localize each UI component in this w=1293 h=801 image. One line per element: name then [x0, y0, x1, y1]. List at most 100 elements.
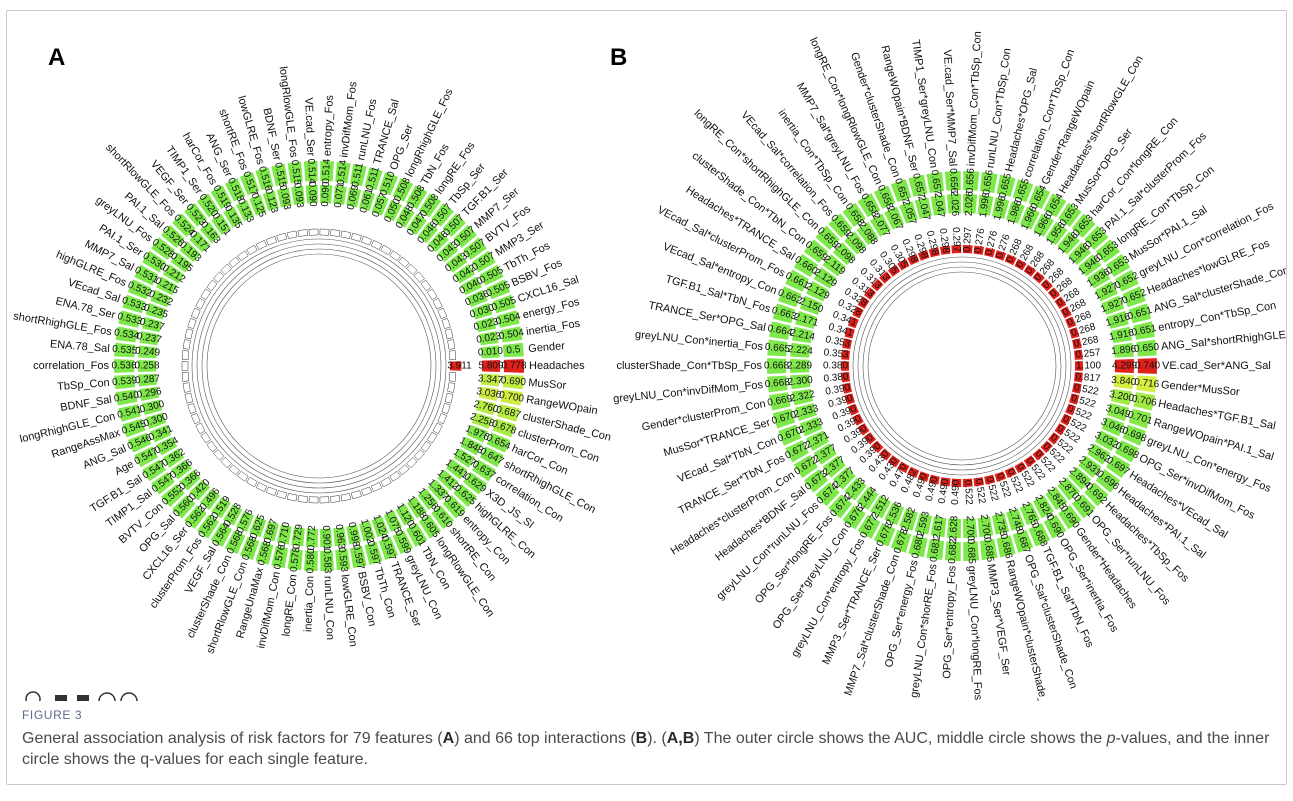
p-value-cell: [417, 222, 439, 244]
auc-label: 0.669: [767, 393, 794, 409]
auc-label: 0.514: [321, 158, 333, 184]
q-value-bar: [844, 327, 855, 339]
q-value-cell: [228, 256, 240, 268]
auc-cell: [1084, 482, 1109, 507]
auc-cell: [161, 484, 185, 507]
auc-label: 0.5: [506, 344, 521, 356]
auc-cell: [142, 250, 167, 273]
q-value-cell: [220, 263, 232, 275]
p-value-cell: [914, 197, 932, 219]
q-value-cell: [181, 350, 190, 361]
q-value-cell: [432, 297, 443, 310]
caption-segment: General association analysis of risk fac…: [22, 730, 443, 747]
auc-cell: [115, 389, 138, 406]
q-value-bar: [863, 432, 877, 445]
q-value-label: 0.297: [962, 226, 974, 252]
auc-label: 0.668: [764, 377, 790, 390]
q-value-cell: [444, 328, 454, 340]
auc-cell: [1043, 193, 1067, 218]
auc-cell: [453, 484, 477, 507]
q-value-cell: [237, 250, 249, 262]
q-value-cell: [441, 317, 451, 329]
q-value-bar: [1054, 423, 1067, 436]
p-value-cell: [806, 430, 829, 451]
p-value-cell: [790, 374, 811, 390]
q-value-cell: [380, 244, 392, 256]
feature-label: Gender: [528, 340, 566, 355]
q-value-cell: [448, 371, 457, 382]
q-ring-outline: [196, 243, 442, 489]
q-value-bar: [852, 306, 864, 319]
figure-area: 3.911 5.809 0.778 Headaches 3.347 0.690 MusSor…: [7, 11, 1286, 701]
q-value-bar: [852, 413, 864, 426]
auc-cell: [184, 202, 207, 227]
auc-cell: [320, 161, 335, 182]
auc-cell: [963, 171, 980, 191]
auc-label: 0.650: [1134, 342, 1160, 355]
p-value-cell: [333, 185, 347, 205]
q-value-bar: [871, 440, 884, 453]
auc-cell: [255, 541, 274, 565]
q-value-bar: [907, 466, 920, 479]
p-value-cell: [480, 345, 500, 359]
q-value-label: 0.390: [824, 382, 851, 398]
q-value-bar: [1047, 287, 1061, 300]
p-value-cell: [453, 448, 476, 468]
q-value-label: 3.911: [447, 361, 472, 372]
p-value-cell: [1078, 254, 1102, 277]
p-value-label: 3.840: [1111, 375, 1137, 388]
q-value-bar: [1014, 461, 1027, 474]
q-value-label: 0.490: [937, 478, 952, 505]
p-value-cell: [145, 303, 167, 320]
p-value-cell: [305, 528, 318, 547]
caption-segment: ). (: [647, 730, 667, 747]
p-value-cell: [141, 399, 163, 416]
p-value-label: 0.093: [277, 184, 293, 211]
feature-label: TbSp_Con: [57, 377, 110, 393]
q-value-cell: [213, 449, 225, 461]
q-value-cell: [265, 486, 277, 496]
p-value-cell: [383, 510, 402, 533]
p-value-label: 0.090: [320, 181, 332, 207]
auc-label: 0.700: [498, 390, 525, 405]
q-value-cell: [190, 307, 201, 320]
auc-cell: [500, 389, 523, 406]
p-value-label: 2.214: [789, 327, 816, 343]
p-value-cell: [1045, 221, 1068, 246]
q-value-cell: [276, 232, 288, 242]
p-value-cell: [1113, 342, 1134, 358]
q-value-cell: [361, 486, 373, 496]
auc-cell: [873, 185, 896, 210]
auc-cell: [890, 179, 912, 203]
p-value-cell: [963, 194, 978, 214]
p-value-cell: [1057, 231, 1080, 255]
p-value-label: 2.289: [787, 361, 812, 372]
p-value-cell: [211, 213, 231, 236]
q-ring-outline: [862, 266, 1062, 466]
auc-label: 0.656: [947, 168, 959, 194]
q-value-bar: [907, 253, 920, 266]
auc-cell: [1137, 358, 1158, 374]
auc-cell: [113, 359, 135, 373]
q-value-bar: [928, 474, 940, 485]
q-value-cell: [406, 457, 418, 469]
p-value-cell: [478, 386, 499, 401]
p-value-cell: [992, 513, 1010, 535]
auc-cell: [349, 545, 367, 569]
p-value-cell: [899, 508, 918, 531]
feature-label: greyLNU_Con*inertia_Fos: [635, 329, 764, 353]
p-value-label: 0.237: [136, 331, 163, 346]
auc-cell: [1122, 424, 1146, 446]
feature-label: greyLNU_Con*invDifMom_Fos: [613, 379, 764, 405]
p-value-label: 0.998: [346, 521, 362, 548]
auc-cell: [497, 310, 520, 328]
auc-cell: [184, 505, 207, 530]
q-value-cell: [398, 256, 410, 268]
auc-label: 0.665: [764, 342, 790, 355]
p-value-cell: [179, 241, 201, 263]
q-value-cell: [200, 288, 212, 301]
auc-cell: [944, 541, 961, 561]
p-value-cell: [480, 373, 500, 387]
p-value-cell: [189, 479, 211, 501]
auc-cell: [320, 550, 335, 571]
